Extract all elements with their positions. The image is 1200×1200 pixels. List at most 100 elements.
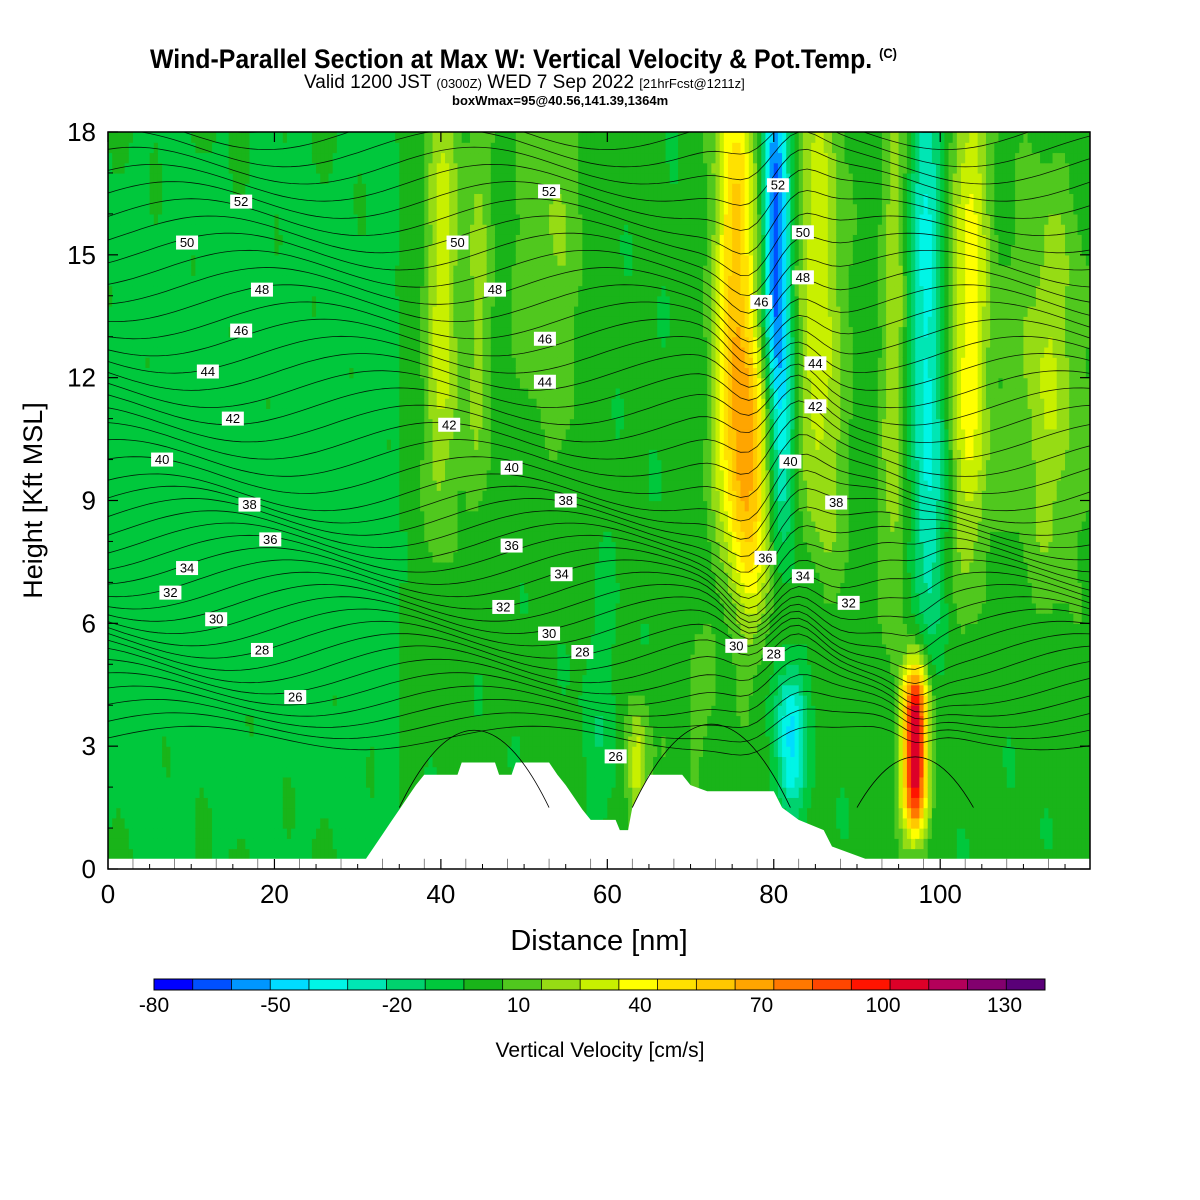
velocity-cell bbox=[232, 520, 238, 532]
velocity-cell bbox=[370, 561, 375, 573]
velocity-cell bbox=[174, 203, 180, 215]
velocity-cell bbox=[195, 797, 201, 809]
velocity-cell bbox=[212, 387, 217, 399]
velocity-cell bbox=[212, 551, 217, 563]
velocity-cell bbox=[199, 766, 205, 778]
velocity-cell bbox=[182, 674, 188, 686]
velocity-cell bbox=[365, 418, 371, 430]
velocity-cell bbox=[228, 346, 234, 358]
velocity-cell bbox=[249, 602, 255, 614]
velocity-cell bbox=[220, 357, 226, 369]
velocity-cell bbox=[341, 756, 346, 768]
velocity-cell bbox=[141, 551, 147, 563]
velocity-cell bbox=[232, 613, 238, 624]
velocity-cell bbox=[299, 828, 305, 839]
velocity-cell bbox=[311, 531, 317, 543]
velocity-cell bbox=[249, 408, 255, 420]
velocity-cell bbox=[145, 172, 151, 184]
velocity-cell bbox=[166, 561, 172, 573]
velocity-cell bbox=[266, 367, 271, 379]
velocity-cell bbox=[316, 265, 321, 276]
velocity-cell bbox=[195, 387, 201, 399]
velocity-cell bbox=[182, 418, 188, 430]
velocity-cell bbox=[203, 132, 209, 143]
velocity-cell bbox=[124, 654, 130, 665]
velocity-cell bbox=[370, 520, 375, 532]
velocity-cell bbox=[207, 398, 213, 409]
velocity-cell bbox=[199, 623, 205, 635]
velocity-cell bbox=[270, 510, 276, 522]
velocity-cell bbox=[390, 490, 396, 502]
velocity-cell bbox=[162, 346, 167, 358]
velocity-cell bbox=[170, 520, 176, 532]
velocity-cell bbox=[341, 449, 346, 461]
velocity-cell bbox=[307, 213, 313, 225]
velocity-cell bbox=[378, 367, 384, 379]
velocity-cell bbox=[162, 490, 167, 502]
velocity-cell bbox=[166, 377, 172, 389]
velocity-cell bbox=[132, 439, 138, 450]
velocity-cell bbox=[382, 787, 388, 798]
velocity-cell bbox=[345, 428, 350, 440]
velocity-cell bbox=[224, 551, 230, 563]
velocity-cell bbox=[249, 357, 255, 369]
velocity-cell bbox=[132, 602, 138, 614]
velocity-cell bbox=[382, 418, 388, 430]
velocity-cell bbox=[286, 654, 292, 665]
velocity-cell bbox=[112, 295, 117, 307]
velocity-cell bbox=[365, 203, 371, 215]
velocity-cell bbox=[341, 623, 346, 635]
velocity-cell bbox=[137, 377, 142, 389]
velocity-cell bbox=[137, 807, 142, 819]
velocity-cell bbox=[220, 776, 226, 788]
velocity-cell bbox=[349, 162, 355, 174]
velocity-cell bbox=[220, 275, 226, 287]
velocity-cell bbox=[112, 152, 117, 164]
velocity-cell bbox=[170, 162, 176, 174]
velocity-cell bbox=[345, 162, 350, 174]
velocity-cell bbox=[353, 183, 359, 195]
velocity-cell bbox=[291, 336, 296, 348]
velocity-cell bbox=[328, 490, 334, 502]
velocity-cell bbox=[361, 623, 367, 635]
velocity-cell bbox=[228, 735, 234, 747]
velocity-cell bbox=[270, 582, 276, 594]
velocity-cell bbox=[295, 623, 301, 635]
velocity-cell bbox=[141, 152, 147, 164]
velocity-cell bbox=[361, 551, 367, 563]
velocity-cell bbox=[207, 449, 213, 461]
velocity-cell bbox=[307, 306, 313, 317]
velocity-cell bbox=[108, 674, 113, 686]
velocity-cell bbox=[236, 336, 242, 348]
velocity-cell bbox=[157, 694, 163, 706]
velocity-cell bbox=[282, 172, 288, 184]
velocity-cell bbox=[212, 213, 217, 225]
velocity-cell bbox=[390, 469, 396, 481]
velocity-cell bbox=[220, 828, 226, 839]
velocity-cell bbox=[128, 623, 134, 635]
velocity-cell bbox=[299, 623, 305, 635]
velocity-cell bbox=[228, 234, 234, 246]
velocity-cell bbox=[370, 817, 375, 829]
velocity-cell bbox=[365, 746, 371, 758]
velocity-cell bbox=[307, 735, 313, 747]
velocity-cell bbox=[191, 572, 196, 583]
velocity-cell bbox=[128, 459, 134, 471]
velocity-cell bbox=[153, 203, 159, 215]
velocity-cell bbox=[286, 715, 292, 727]
velocity-cell bbox=[228, 674, 234, 686]
velocity-cell bbox=[191, 797, 196, 809]
velocity-cell bbox=[303, 807, 309, 819]
velocity-cell bbox=[112, 459, 117, 471]
velocity-cell bbox=[178, 766, 184, 778]
velocity-cell bbox=[245, 756, 251, 768]
velocity-cell bbox=[145, 715, 151, 727]
copyright-mark: (C) bbox=[879, 45, 897, 61]
velocity-cell bbox=[153, 234, 159, 246]
velocity-cell bbox=[320, 428, 325, 440]
velocity-cell bbox=[357, 623, 363, 635]
velocity-cell bbox=[395, 694, 400, 706]
velocity-cell bbox=[236, 643, 242, 655]
velocity-cell bbox=[291, 275, 296, 287]
velocity-cell bbox=[182, 213, 188, 225]
